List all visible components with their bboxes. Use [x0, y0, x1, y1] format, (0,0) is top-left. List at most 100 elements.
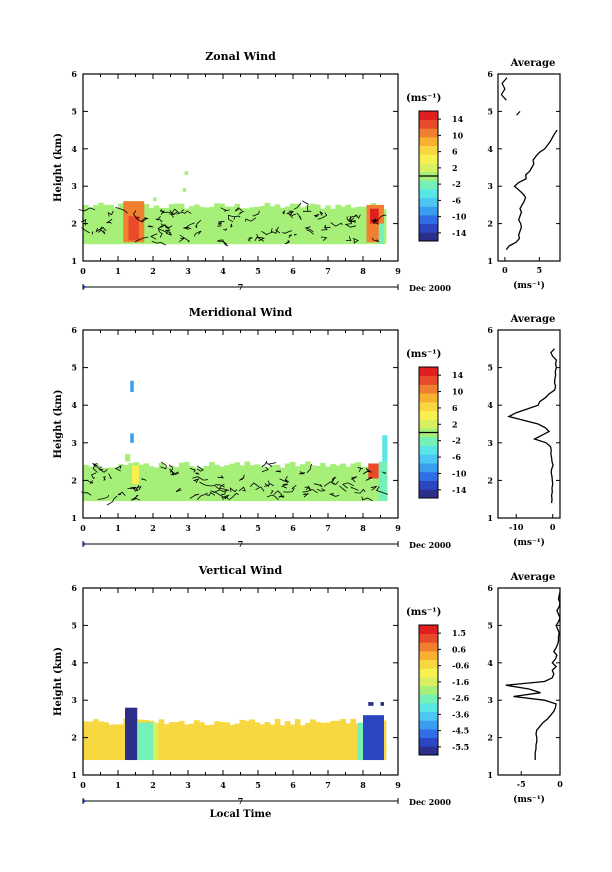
colorbar-tick-label: -2.6: [452, 693, 470, 703]
x-tick-label: 2: [150, 780, 156, 790]
contour-segment: [319, 211, 324, 216]
x-tick-label: 5: [255, 266, 261, 276]
heatmap-cell: [279, 207, 286, 245]
colorbar-tick-label: -10: [452, 212, 467, 222]
colorbar-tick-label: -0.6: [452, 661, 470, 671]
profile-x-tick-label: 0: [557, 779, 563, 789]
contour-segment: [313, 483, 323, 488]
heatmap-cell: [340, 724, 346, 733]
heatmap-cell: [188, 724, 195, 761]
x-tick-label: 8: [360, 266, 366, 276]
heatmap-cell: [325, 722, 331, 761]
profile-title: Average: [510, 314, 556, 325]
colorbar-swatch: [419, 454, 438, 464]
profile-y-tick-label: 5: [487, 620, 493, 630]
contour-segment: [217, 240, 227, 246]
y-tick-label: 6: [71, 583, 77, 593]
contour-segment: [151, 241, 166, 246]
contour-segment: [323, 224, 331, 229]
x-tick-label: 3: [185, 266, 191, 276]
colorbar-swatch: [419, 189, 438, 199]
contour-segment: [293, 202, 302, 210]
heatmap-cell: [199, 206, 205, 245]
heatmap-cell: [88, 207, 94, 245]
contour-segment: [266, 494, 279, 501]
colorbar-tick-label: -14: [452, 485, 467, 495]
heatmap-cell: [350, 463, 357, 502]
contour-segment: [228, 214, 235, 223]
heatmap-cell: [98, 467, 104, 502]
colorbar-swatch: [419, 128, 438, 138]
profile-line: [505, 129, 558, 251]
x-tick-label: 2: [150, 523, 156, 533]
x-tick-label: 9: [395, 266, 401, 276]
heatmap-cell: [330, 746, 336, 755]
heatmap-cell: [188, 723, 195, 732]
contour-segment: [280, 483, 288, 489]
zero-contour: [81, 460, 389, 506]
x-tick-label: 0: [80, 266, 86, 276]
heatmap-cell: [239, 465, 246, 502]
profile-y-tick-label: 2: [487, 475, 493, 485]
x-tick-label: 5: [255, 780, 261, 790]
contour-segment: [229, 487, 238, 493]
contour-segment: [99, 226, 107, 231]
heatmap-cell: [229, 206, 235, 245]
contour-segment: [105, 218, 113, 224]
colorbar-unit: (ms⁻¹): [406, 93, 441, 104]
x-tick-label: 7: [325, 266, 331, 276]
contour-segment: [371, 237, 380, 243]
colorbar-swatch: [419, 489, 438, 499]
heatmap-cell: [244, 461, 251, 502]
profile-y-tick-label: 6: [487, 325, 493, 335]
x-tick-label: 7: [325, 523, 331, 533]
heatmap-cell: [168, 722, 175, 761]
contour-segment: [261, 460, 268, 467]
x-tick-label: 4: [220, 266, 226, 276]
profile-y-tick-label: 6: [487, 69, 493, 79]
heatmap-cell: [355, 462, 362, 502]
heatmap-cell: [158, 719, 165, 761]
colorbar-tick-label: -14: [452, 228, 467, 238]
heatmap-patch: [357, 722, 363, 761]
colorbar-swatch: [419, 436, 438, 446]
heatmap-cell: [330, 464, 336, 502]
contour-segment: [97, 229, 106, 235]
contour-segment: [92, 462, 103, 468]
x-tick-label: 6: [290, 523, 296, 533]
heatmap-cell: [229, 463, 235, 502]
heatmap-patch: [370, 208, 379, 224]
colorbar-swatch: [419, 711, 438, 721]
heatmap-cell: [204, 207, 210, 245]
contour-segment: [114, 465, 122, 472]
heatmap-cell: [259, 466, 266, 502]
heatmap-cell: [269, 206, 276, 245]
profile-line-fragment: [516, 110, 521, 116]
heatmap-cell: [320, 722, 326, 761]
colorbar-swatch: [419, 694, 438, 704]
contour-segment: [382, 471, 387, 475]
contour-segment: [192, 476, 209, 481]
heatmap-cell: [305, 205, 311, 245]
contour-segment: [135, 217, 148, 223]
heatmap-cell: [88, 466, 94, 502]
colorbar-tick-label: -1.6: [452, 677, 470, 687]
heatmap-cell: [335, 735, 341, 744]
contour-segment: [317, 488, 326, 492]
colorbar-swatch: [419, 206, 438, 216]
heatmap-cell: [163, 724, 170, 761]
heatmap-cell: [294, 466, 301, 502]
profile-y-tick-label: 3: [487, 438, 493, 448]
contour-segment: [218, 220, 225, 226]
heatmap-cell: [88, 721, 94, 761]
contour-segment: [261, 230, 273, 236]
colorbar-swatch: [419, 215, 438, 225]
x-tick-label: 3: [185, 523, 191, 533]
contour-segment: [213, 489, 228, 493]
heatmap-cell: [249, 465, 256, 502]
heatmap-cell: [360, 466, 367, 502]
x-tick-label: 1: [115, 266, 121, 276]
heatmap-cell: [173, 722, 180, 761]
contour-segment: [156, 218, 163, 222]
